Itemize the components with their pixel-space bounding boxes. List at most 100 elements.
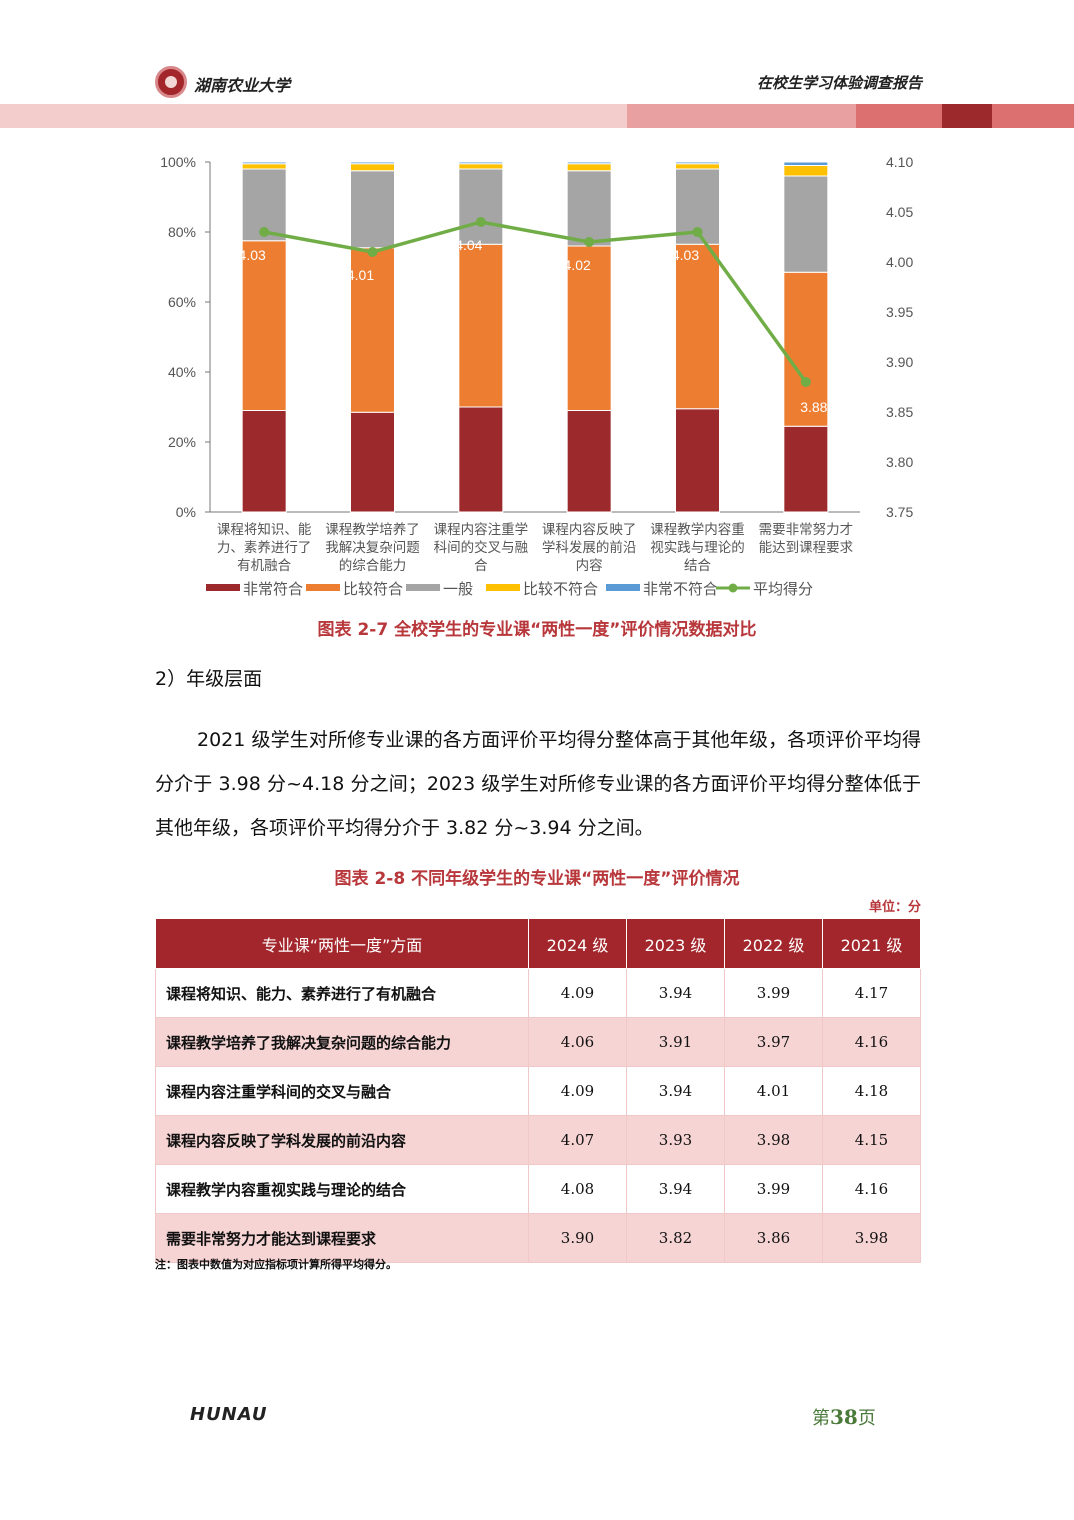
y-tick-label-left: 60% [168,294,196,310]
data-label: 4.02 [564,257,591,273]
average-score-point [367,247,378,257]
bar-segment [566,170,612,247]
bar-segment [241,410,287,513]
legend-label: 一般 [443,580,473,598]
category-label: 科间的交叉与融 [434,539,529,556]
y-tick-label-right: 3.95 [886,304,913,320]
bar-segment [458,161,504,165]
section-paragraph: 2021 级学生对所修专业课的各方面评价平均得分整体高于其他年级，各项评价平均得… [155,729,921,839]
table-header-2022: 2022 级 [724,918,823,969]
category-label: 视实践与理论的 [650,540,745,556]
table-cell-aspect: 课程将知识、能力、素养进行了有机融合 [155,968,529,1018]
table-row: 课程将知识、能力、素养进行了有机融合 4.09 3.94 3.99 4.17 [155,968,921,1018]
average-score-point [692,227,703,237]
table-cell: 3.98 [724,1115,823,1165]
table-cell: 4.07 [528,1115,627,1165]
category-label: 内容 [576,557,603,574]
average-score-point [800,377,811,387]
category-label: 力、素养进行了 [217,540,312,556]
category-label: 课程内容反映了 [542,521,637,538]
y-tick-label-left: 20% [168,434,196,450]
table-cell: 4.18 [822,1066,921,1116]
category-label: 课程将知识、能 [217,521,312,538]
table-note: 注：图表中数值为对应指标项计算所得平均得分。 [155,1258,397,1271]
average-score-point [259,227,270,237]
table-row: 课程内容反映了学科发展的前沿内容 4.07 3.93 3.98 4.15 [155,1115,921,1165]
bar-segment [675,408,720,513]
table-cell: 3.91 [626,1017,725,1067]
table-cell: 3.86 [724,1213,823,1263]
bar-segment [675,163,720,170]
table-header-row: 专业课“两性一度”方面 2024 级 2023 级 2022 级 2021 级 [155,918,921,969]
section-subtitle: 2）年级层面 [155,668,263,690]
table-cell: 3.98 [822,1213,921,1263]
bar-segment [241,240,287,411]
table-caption: 图表 2-8 不同年级学生的专业课“两性一度”评价情况 [334,869,740,889]
y-tick-label-left: 80% [168,224,196,240]
bar-segment [458,243,504,408]
y-tick-label-right: 3.85 [886,404,913,420]
table-cell-aspect: 课程教学培养了我解决复杂问题的综合能力 [155,1017,529,1067]
legend-swatch [206,584,240,591]
table-cell: 4.09 [528,1066,627,1116]
table-header-2023: 2023 级 [626,918,725,969]
y-tick-label-left: 40% [168,364,196,380]
bar-segment [350,247,395,413]
table-row: 课程内容注重学科间的交叉与融合 4.09 3.94 4.01 4.18 [155,1066,921,1116]
average-score-line [263,220,808,384]
bar-segment [350,411,395,513]
table-header-2024: 2024 级 [528,918,627,969]
table-cell: 3.94 [626,1164,725,1214]
bar-segment [783,425,829,513]
table-cell-aspect: 课程教学内容重视实践与理论的结合 [155,1164,529,1214]
bar-segment [458,163,504,170]
y-tick-label-right: 4.10 [886,154,913,170]
stacked-bar-chart: 0% 20% 40% 60% 80% 100% 3.75 3.80 3.85 3.90 3.95 4.… [140,148,940,608]
table-cell: 3.99 [724,968,823,1018]
legend-label: 非常符合 [243,580,303,598]
y-tick-label-left: 100% [160,154,196,170]
data-label: 4.01 [347,267,374,283]
page-header: 湖南农业大学 在校生学习体验调查报告 [0,0,1074,130]
legend-label: 平均得分 [753,580,813,598]
bar-segment [783,271,829,427]
legend-swatch [306,584,340,591]
bar-segment [566,163,612,172]
header-band-strong [856,104,942,128]
table-cell: 3.99 [724,1164,823,1214]
table-cell: 3.93 [626,1115,725,1165]
category-label: 学科发展的前沿 [542,539,637,556]
table-cell: 4.06 [528,1017,627,1067]
table-row: 课程教学培养了我解决复杂问题的综合能力 4.06 3.91 3.97 4.16 [155,1017,921,1067]
table-cell: 4.08 [528,1164,627,1214]
legend-swatch-marker [728,583,738,593]
page-number-value: 38 [830,1405,858,1429]
table-cell: 3.97 [724,1017,823,1067]
page-prefix: 第 [812,1408,830,1429]
table-cell: 4.17 [822,968,921,1018]
header-band-dark [942,104,992,128]
y-tick-label-right: 3.75 [886,504,913,520]
bar-segment [566,245,612,411]
table-header-2021: 2021 级 [822,918,921,969]
y-tick-label-right: 3.90 [886,354,913,370]
legend-label: 比较符合 [343,580,403,598]
table-cell: 4.16 [822,1164,921,1214]
footer-brand: HUNAU [190,1404,268,1425]
data-label: 4.04 [455,237,482,253]
y-tick-label-right: 4.00 [886,254,913,270]
category-label: 我解决复杂问题 [325,539,420,556]
table-row: 课程教学内容重视实践与理论的结合 4.08 3.94 3.99 4.16 [155,1164,921,1214]
bar-segment [458,168,504,245]
data-label: 4.03 [672,247,699,263]
average-score-point [584,237,595,247]
table-cell: 4.15 [822,1115,921,1165]
table-cell-aspect: 课程内容注重学科间的交叉与融合 [155,1066,529,1116]
bar-segment [350,161,395,165]
category-label: 课程教学内容重 [650,521,745,538]
university-logo-icon [155,66,187,98]
category-label: 有机融合 [237,558,291,574]
bar-segment [566,161,612,165]
table-cell: 4.01 [724,1066,823,1116]
bar-segment [783,161,829,166]
